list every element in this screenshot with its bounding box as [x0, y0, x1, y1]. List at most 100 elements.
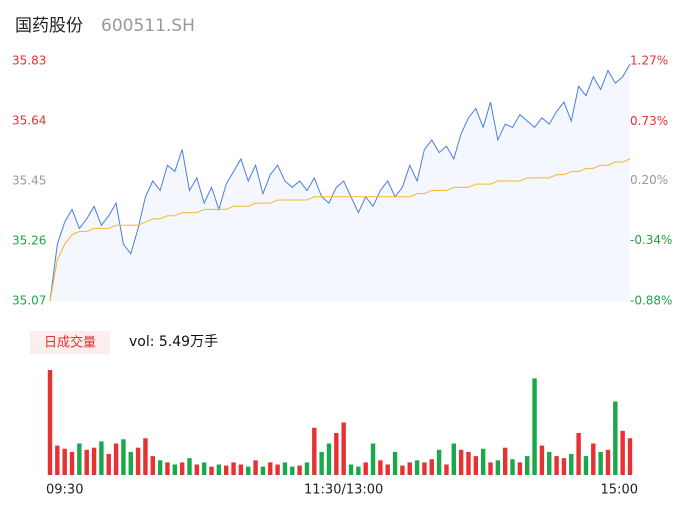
- volume-bar: [290, 466, 295, 475]
- y-tick-label: 35.64: [12, 114, 46, 128]
- volume-bar: [569, 454, 574, 475]
- volume-bar: [385, 464, 390, 475]
- volume-bar: [128, 451, 133, 475]
- stock-name: 国药股份: [15, 16, 83, 36]
- volume-bar: [194, 464, 200, 475]
- volume-bar: [370, 443, 376, 475]
- volume-bar: [246, 466, 251, 475]
- volume-bar: [69, 451, 75, 475]
- volume-bar: [407, 462, 412, 475]
- x-tick-label: 15:00: [601, 483, 638, 498]
- volume-bar: [282, 462, 288, 475]
- volume-bar: [172, 464, 178, 475]
- volume-bar: [334, 433, 339, 475]
- volume-bar: [209, 466, 214, 475]
- volume-bar: [363, 462, 368, 475]
- volume-bar: [458, 449, 464, 475]
- volume-bar: [378, 460, 383, 475]
- volume-bar: [348, 464, 354, 475]
- volume-bar: [576, 433, 581, 475]
- volume-bar: [253, 460, 258, 475]
- volume-bar: [224, 465, 229, 475]
- volume-bar: [304, 462, 310, 475]
- volume-bar: [260, 466, 266, 475]
- volume-bar: [510, 459, 515, 475]
- volume-bar: [605, 449, 611, 475]
- volume-bar: [525, 456, 530, 475]
- volume-bar: [422, 462, 427, 475]
- volume-bar: [47, 370, 53, 475]
- volume-bar: [121, 439, 126, 475]
- volume-bar: [326, 443, 332, 475]
- volume-bar: [143, 438, 148, 475]
- volume-bar: [466, 451, 471, 475]
- volume-bar: [238, 464, 244, 475]
- volume-bar: [495, 460, 501, 475]
- volume-bar: [187, 458, 192, 475]
- volume-bar: [312, 427, 317, 475]
- volume-bar: [135, 447, 141, 475]
- y2-tick-label: 0.73%: [630, 114, 668, 128]
- volume-bar: [268, 462, 273, 475]
- volume-bar: [561, 458, 567, 475]
- volume-bar: [613, 401, 618, 475]
- volume-bar: [400, 465, 405, 475]
- volume-bar: [113, 443, 119, 475]
- volume-bar: [231, 462, 236, 475]
- volume-bar: [583, 456, 589, 475]
- x-tick-label: 11:30/13:00: [304, 483, 383, 498]
- volume-bar: [99, 441, 104, 475]
- volume-bar: [62, 448, 67, 475]
- volume-summary: vol: 5.49万手: [129, 334, 218, 350]
- y2-tick-label: 0.20%: [630, 173, 668, 187]
- volume-bar: [429, 459, 434, 475]
- volume-bar: [319, 451, 324, 475]
- volume-bar: [297, 465, 302, 475]
- volume-bar: [77, 443, 82, 475]
- avg-line: [49, 158, 631, 302]
- y-tick-label: 35.26: [12, 234, 46, 248]
- y2-tick-label: -0.34%: [630, 233, 672, 247]
- volume-bar: [480, 448, 486, 475]
- volume-bar: [91, 447, 97, 475]
- y-tick-label: 35.45: [12, 174, 46, 188]
- volume-bar: [150, 456, 155, 475]
- volume-bar: [216, 464, 222, 475]
- volume-bar: [488, 462, 493, 475]
- y-tick-label: 35.83: [12, 54, 46, 68]
- volume-bar: [55, 445, 60, 475]
- stock-code: 600511.SH: [101, 16, 195, 36]
- price-area: [50, 64, 630, 301]
- y2-tick-label: -0.88%: [630, 294, 672, 308]
- volume-bar: [547, 451, 552, 475]
- volume-bar: [532, 378, 537, 475]
- volume-bar: [517, 462, 523, 475]
- volume-bar: [502, 447, 508, 475]
- volume-bar: [84, 449, 89, 475]
- volume-bar: [539, 445, 545, 475]
- volume-bar: [451, 443, 456, 475]
- volume-bar: [392, 451, 398, 475]
- volume-bar: [157, 460, 163, 475]
- volume-bar: [620, 430, 625, 475]
- volume-legend-box: [30, 331, 110, 354]
- volume-bar: [179, 462, 185, 475]
- volume-bar: [165, 462, 170, 475]
- volume-bar: [444, 464, 449, 475]
- volume-bar: [356, 466, 361, 475]
- volume-bar: [591, 443, 596, 475]
- volume-bar: [201, 462, 207, 475]
- y2-tick-label: 1.27%: [630, 54, 668, 68]
- volume-bar: [554, 456, 559, 475]
- y-tick-label: 35.07: [12, 294, 46, 308]
- volume-bar: [598, 451, 603, 475]
- volume-legend: 日成交量: [44, 335, 96, 351]
- price-line: [49, 63, 631, 302]
- volume-bar: [473, 456, 479, 475]
- volume-bar: [627, 438, 633, 475]
- volume-bar: [414, 460, 420, 475]
- volume-bar: [275, 464, 280, 475]
- volume-bar: [341, 422, 346, 475]
- x-tick-label: 09:30: [46, 483, 83, 498]
